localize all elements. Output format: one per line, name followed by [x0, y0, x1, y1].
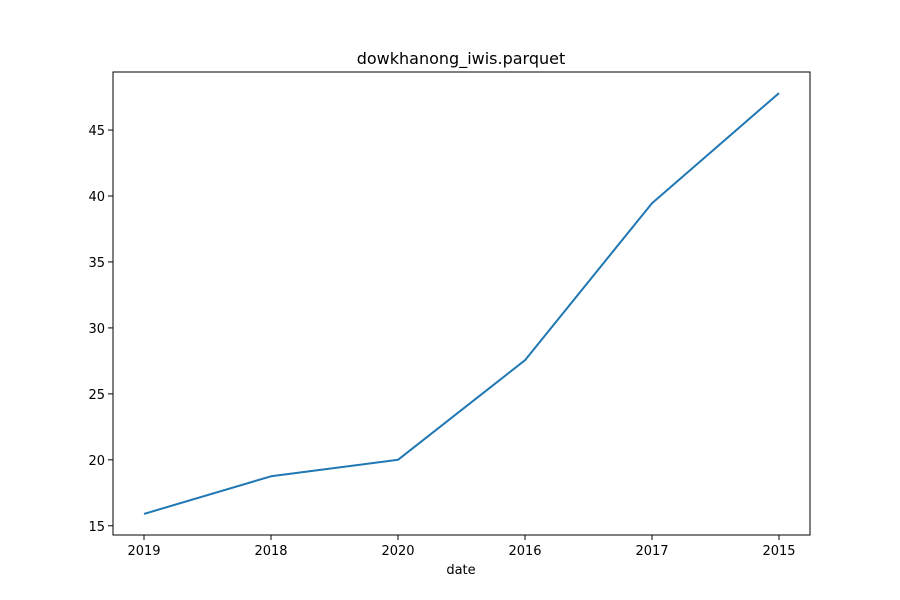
y-tick-label: 35	[88, 256, 105, 271]
y-tick-label: 40	[88, 190, 105, 205]
x-axis-title: date	[446, 563, 475, 578]
x-tick-label: 2018	[254, 544, 287, 559]
y-tick-label: 25	[88, 388, 105, 403]
x-tick-label: 2016	[508, 544, 541, 559]
y-tick-label: 45	[88, 124, 105, 139]
x-tick-label: 2020	[381, 544, 414, 559]
y-tick-label: 30	[88, 322, 105, 337]
series-line	[143, 92, 780, 515]
y-tick-label: 15	[88, 520, 105, 535]
plot-frame	[112, 71, 811, 536]
chart-title: dowkhanong_iwis.parquet	[357, 49, 566, 69]
y-tick-label: 20	[88, 454, 105, 469]
x-tick-label: 2019	[127, 544, 160, 559]
x-tick-label: 2017	[635, 544, 668, 559]
plot-area	[113, 72, 810, 535]
axis-ticks: 15 20 25 30 35 40 45 2019 2018 2020 2016 2017 2015	[88, 124, 795, 559]
x-tick-label: 2015	[762, 544, 795, 559]
